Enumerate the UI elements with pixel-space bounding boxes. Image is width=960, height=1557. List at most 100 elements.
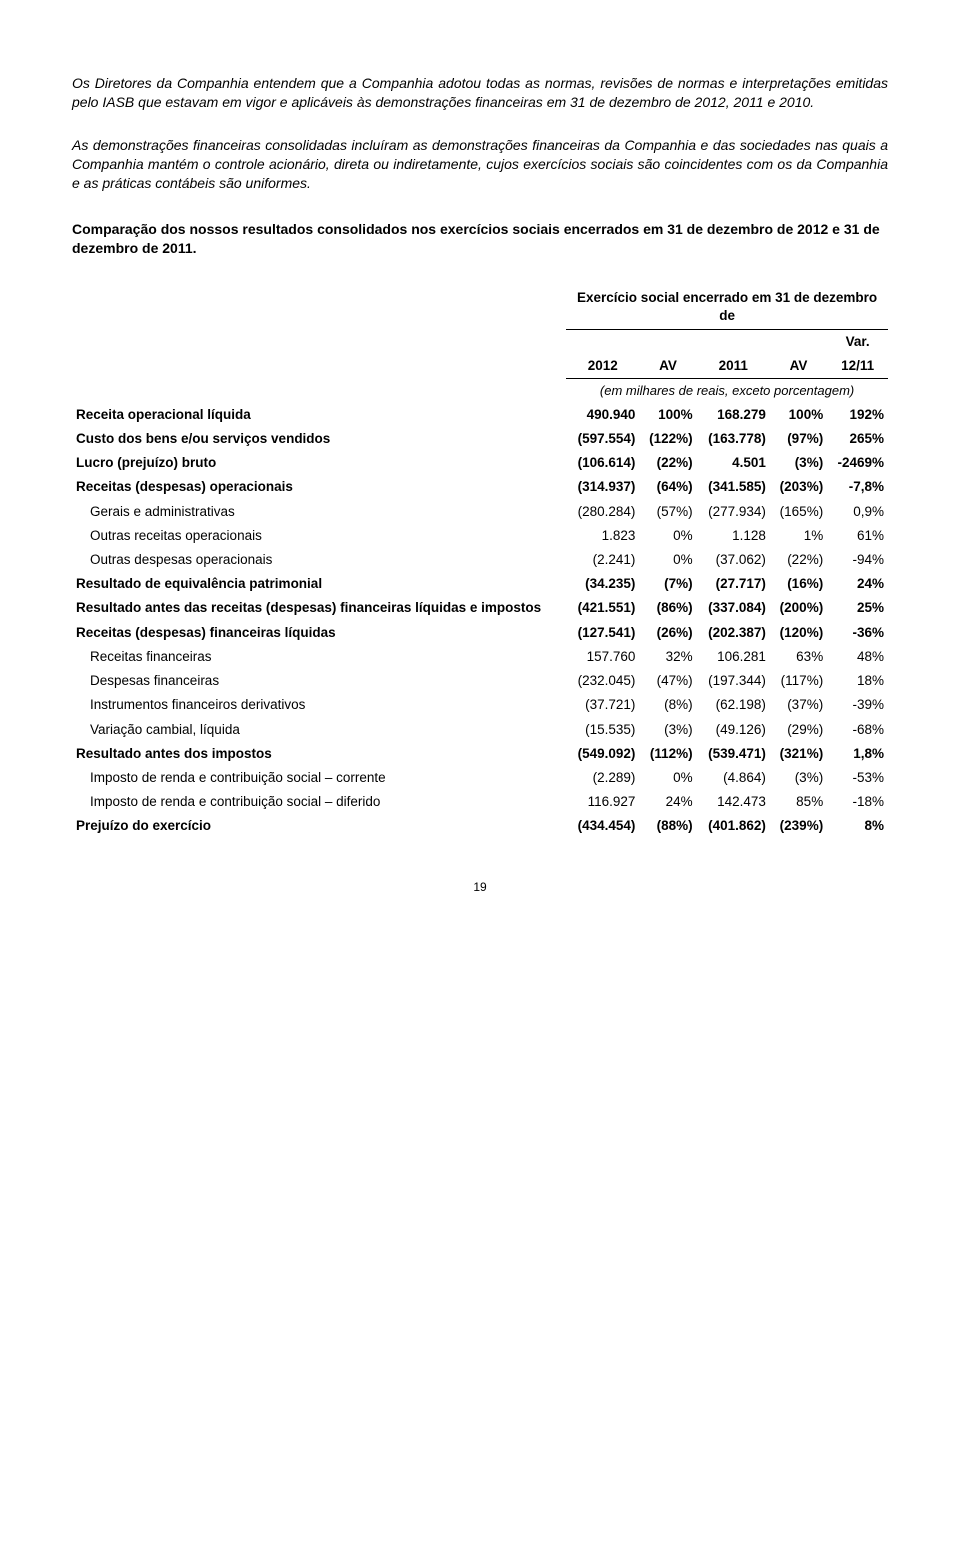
cell-v2: (202.387) — [697, 621, 770, 645]
cell-av1: 100% — [639, 403, 696, 427]
cell-av1: (47%) — [639, 669, 696, 693]
section-heading: Comparação dos nossos resultados consoli… — [72, 220, 888, 258]
cell-v1: 1.823 — [566, 524, 639, 548]
cell-v1: (434.454) — [566, 814, 639, 838]
cell-v1: 490.940 — [566, 403, 639, 427]
cell-av2: (117%) — [770, 669, 827, 693]
caption-line-2: de — [719, 308, 735, 323]
page-number: 19 — [72, 879, 888, 895]
cell-v2: 1.128 — [697, 524, 770, 548]
cell-v1: (2.289) — [566, 766, 639, 790]
cell-v1: (127.541) — [566, 621, 639, 645]
cell-v2: (49.126) — [697, 718, 770, 742]
cell-av1: (112%) — [639, 742, 696, 766]
cell-var: 1,8% — [827, 742, 888, 766]
cell-av1: (88%) — [639, 814, 696, 838]
table-row: Custo dos bens e/ou serviços vendidos(59… — [72, 427, 888, 451]
row-label: Gerais e administrativas — [72, 500, 566, 524]
cell-v2: 142.473 — [697, 790, 770, 814]
cell-av2: (37%) — [770, 693, 827, 717]
cell-av2: (3%) — [770, 451, 827, 475]
cell-av1: (7%) — [639, 572, 696, 596]
cell-av2: (200%) — [770, 596, 827, 620]
cell-av2: (120%) — [770, 621, 827, 645]
cell-av2: 1% — [770, 524, 827, 548]
cell-v1: (34.235) — [566, 572, 639, 596]
intro-paragraph-1: Os Diretores da Companhia entendem que a… — [72, 74, 888, 112]
cell-var: -18% — [827, 790, 888, 814]
cell-av1: 0% — [639, 766, 696, 790]
table-row: Variação cambial, líquida(15.535)(3%)(49… — [72, 718, 888, 742]
cell-v2: (27.717) — [697, 572, 770, 596]
cell-v2: (401.862) — [697, 814, 770, 838]
cell-av2: 85% — [770, 790, 827, 814]
cell-av2: (321%) — [770, 742, 827, 766]
cell-av1: (22%) — [639, 451, 696, 475]
cell-var: 61% — [827, 524, 888, 548]
row-label: Receitas financeiras — [72, 645, 566, 669]
cell-v1: (2.241) — [566, 548, 639, 572]
table-row: Imposto de renda e contribuição social –… — [72, 790, 888, 814]
cell-v1: (549.092) — [566, 742, 639, 766]
cell-av2: (16%) — [770, 572, 827, 596]
table-row: Prejuízo do exercício(434.454)(88%)(401.… — [72, 814, 888, 838]
row-label: Imposto de renda e contribuição social –… — [72, 790, 566, 814]
cell-av1: (3%) — [639, 718, 696, 742]
cell-av2: (29%) — [770, 718, 827, 742]
cell-av1: (64%) — [639, 475, 696, 499]
cell-av2: 63% — [770, 645, 827, 669]
cell-v2: (4.864) — [697, 766, 770, 790]
cell-var: 24% — [827, 572, 888, 596]
cell-v2: 4.501 — [697, 451, 770, 475]
table-row: Resultado de equivalência patrimonial(34… — [72, 572, 888, 596]
cell-av1: (86%) — [639, 596, 696, 620]
cell-av1: 32% — [639, 645, 696, 669]
row-label: Variação cambial, líquida — [72, 718, 566, 742]
cell-var: -68% — [827, 718, 888, 742]
cell-v2: (163.778) — [697, 427, 770, 451]
cell-av1: 0% — [639, 524, 696, 548]
cell-av1: (26%) — [639, 621, 696, 645]
row-label: Outras despesas operacionais — [72, 548, 566, 572]
table-row: Receitas (despesas) financeiras líquidas… — [72, 621, 888, 645]
cell-v2: 168.279 — [697, 403, 770, 427]
cell-v2: (37.062) — [697, 548, 770, 572]
cell-v1: (106.614) — [566, 451, 639, 475]
cell-av1: 24% — [639, 790, 696, 814]
col-2011: 2011 — [697, 354, 770, 379]
row-label: Receita operacional líquida — [72, 403, 566, 427]
table-row: Resultado antes das receitas (despesas) … — [72, 596, 888, 620]
cell-v1: (314.937) — [566, 475, 639, 499]
cell-v2: (539.471) — [697, 742, 770, 766]
row-label: Receitas (despesas) operacionais — [72, 475, 566, 499]
col-var-top: Var. — [827, 329, 888, 354]
cell-av2: (203%) — [770, 475, 827, 499]
col-av2: AV — [770, 354, 827, 379]
cell-v2: 106.281 — [697, 645, 770, 669]
cell-var: -39% — [827, 693, 888, 717]
intro-paragraph-2: As demonstrações financeiras consolidada… — [72, 136, 888, 193]
cell-av2: (3%) — [770, 766, 827, 790]
row-label: Receitas (despesas) financeiras líquidas — [72, 621, 566, 645]
cell-av2: (239%) — [770, 814, 827, 838]
row-label: Resultado antes dos impostos — [72, 742, 566, 766]
cell-var: -94% — [827, 548, 888, 572]
row-label: Imposto de renda e contribuição social –… — [72, 766, 566, 790]
row-label: Prejuízo do exercício — [72, 814, 566, 838]
row-label: Resultado antes das receitas (despesas) … — [72, 596, 566, 620]
caption-line-1: Exercício social encerrado em 31 de deze… — [577, 290, 877, 305]
table-row: Despesas financeiras(232.045)(47%)(197.3… — [72, 669, 888, 693]
table-row: Instrumentos financeiros derivativos(37.… — [72, 693, 888, 717]
cell-var: 18% — [827, 669, 888, 693]
cell-var: -53% — [827, 766, 888, 790]
table-row: Outras receitas operacionais1.8230%1.128… — [72, 524, 888, 548]
cell-v1: (280.284) — [566, 500, 639, 524]
col-av1: AV — [639, 354, 696, 379]
table-row: Imposto de renda e contribuição social –… — [72, 766, 888, 790]
cell-av1: (122%) — [639, 427, 696, 451]
cell-v1: (421.551) — [566, 596, 639, 620]
cell-var: 0,9% — [827, 500, 888, 524]
cell-var: 265% — [827, 427, 888, 451]
cell-v1: (37.721) — [566, 693, 639, 717]
cell-av2: (22%) — [770, 548, 827, 572]
